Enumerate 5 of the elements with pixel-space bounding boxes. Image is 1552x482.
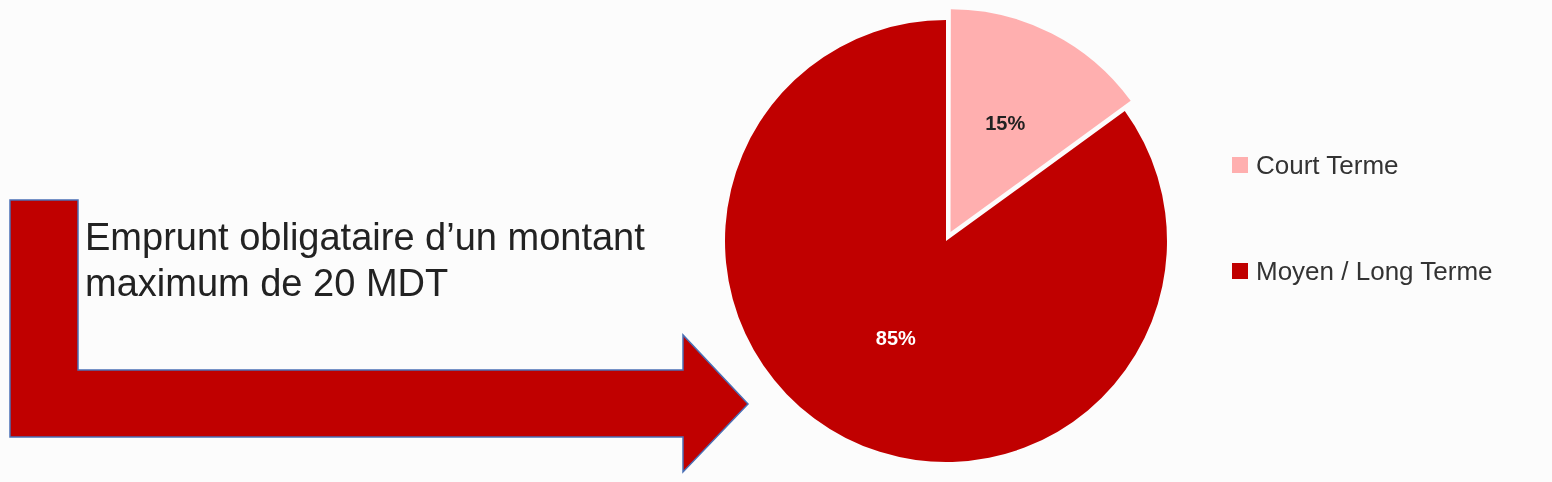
legend-label: Court Terme — [1256, 149, 1399, 181]
data-label: 15% — [985, 112, 1026, 135]
text: Emprunt obligataire d’un montant maximum de 20 MDT — [85, 215, 645, 306]
legend-label: Moyen / Long Terme — [1256, 255, 1493, 287]
data-label: 85% — [875, 326, 917, 349]
